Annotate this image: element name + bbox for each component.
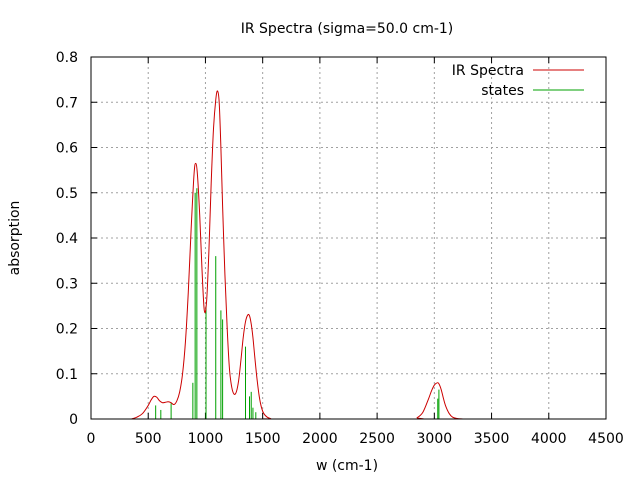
x-tick-label: 2500 <box>359 431 395 447</box>
y-tick-label: 0.2 <box>56 322 78 338</box>
y-tick-label: 0.8 <box>56 50 78 66</box>
y-tick-label: 0.4 <box>56 231 78 247</box>
states-series <box>155 188 440 419</box>
x-tick-label: 2000 <box>302 431 338 447</box>
y-tick-label: 0.3 <box>56 276 78 292</box>
x-tick-label: 1000 <box>188 431 224 447</box>
legend: IR Spectra states <box>452 63 584 99</box>
legend-label-ir-spectra: IR Spectra <box>452 63 524 79</box>
x-tick-label: 3000 <box>417 431 453 447</box>
x-tick-label: 4500 <box>588 431 624 447</box>
plot-frame <box>90 56 607 420</box>
x-tick-label: 4000 <box>531 431 567 447</box>
y-tick-label: 0.6 <box>56 141 78 157</box>
y-tick-label: 0 <box>69 412 78 428</box>
x-tick-label: 500 <box>135 431 162 447</box>
y-tick-label: 0.1 <box>56 367 78 383</box>
y-axis-label: absorption <box>7 201 23 276</box>
y-tick-label: 0.7 <box>56 95 78 111</box>
x-axis-ticks: 0 500 1000 1500 2000 2500 3000 3500 4000 4500 <box>87 57 624 447</box>
x-tick-label: 0 <box>87 431 96 447</box>
x-axis-label: w (cm-1) <box>316 458 378 474</box>
y-tick-label: 0.5 <box>56 186 78 202</box>
y-axis-ticks: 0 0.1 0.2 0.3 0.4 0.5 0.6 0.7 0.8 <box>56 50 606 428</box>
legend-label-states: states <box>481 83 524 99</box>
ir-spectra-series-line <box>130 90 463 420</box>
x-tick-label: 1500 <box>245 431 281 447</box>
grid-lines <box>91 57 606 419</box>
x-tick-label: 3500 <box>474 431 510 447</box>
chart-title: IR Spectra (sigma=50.0 cm-1) <box>241 21 454 37</box>
